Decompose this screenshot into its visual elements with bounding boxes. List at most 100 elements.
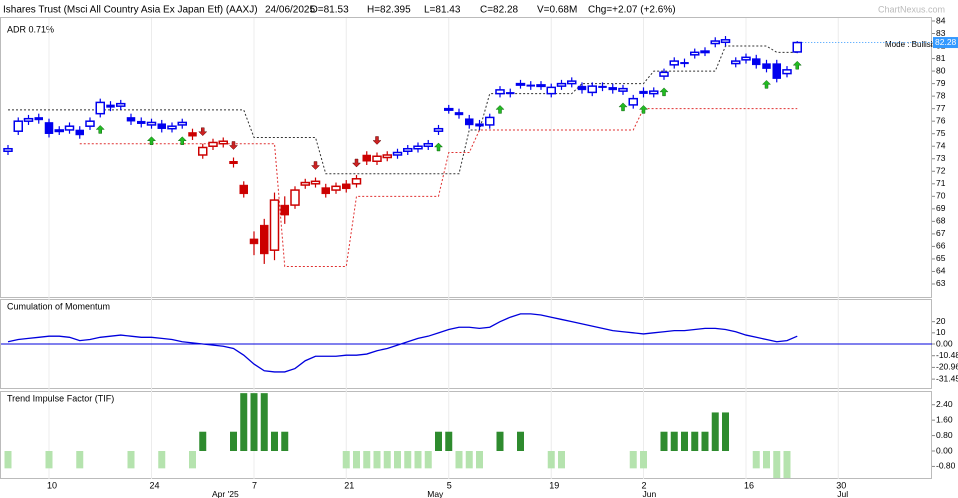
tif-bar <box>783 451 791 478</box>
candle-body <box>321 187 330 195</box>
tif-bar <box>424 451 432 469</box>
tif-bar <box>76 451 84 469</box>
candle-body <box>649 90 659 95</box>
x-month-label: Jul <box>837 489 848 498</box>
tif-bar <box>763 451 770 469</box>
y-tick-label: 64 <box>936 266 946 276</box>
candle-body <box>249 238 259 245</box>
candle-body <box>75 129 84 136</box>
x-month-label: Apr '25 <box>212 489 239 498</box>
tif-bar <box>260 393 268 452</box>
tif-bar <box>691 431 699 452</box>
last-price-label: 82.28 <box>935 37 957 47</box>
candle-body <box>608 87 617 91</box>
tif-bar <box>629 451 637 469</box>
tif-bar <box>230 431 237 452</box>
candle-body <box>465 118 474 126</box>
candle-body <box>34 117 43 121</box>
candle-body <box>720 39 731 44</box>
indicator-label: ADR 0.71% <box>7 24 54 34</box>
x-tick-label: 16 <box>744 480 754 490</box>
tif-bar <box>353 451 360 469</box>
y-tick-label: -10.48 <box>936 350 958 360</box>
candle-body <box>475 123 484 127</box>
x-tick-label: 7 <box>252 480 257 490</box>
y-tick-label: -0.80 <box>936 461 956 471</box>
y-tick-label: 73 <box>936 153 946 163</box>
down-arrow <box>198 127 208 137</box>
candle-body <box>362 154 371 162</box>
candle-body <box>177 121 187 126</box>
tif-bar <box>342 451 350 469</box>
candle-body <box>741 56 751 61</box>
panel-title: Trend Impulse Factor (TIF) <box>7 393 114 403</box>
y-tick-label: 67 <box>936 228 946 238</box>
tif-bar <box>363 451 371 469</box>
y-tick-label: 10 <box>936 327 946 337</box>
candle-body <box>618 87 628 92</box>
y-tick-label: 0.80 <box>936 430 953 440</box>
candle-body <box>403 147 413 152</box>
candle-body <box>454 112 464 116</box>
x-tick-label: 2 <box>642 480 647 490</box>
tif-bar <box>670 431 678 452</box>
y-tick-label: 2.40 <box>936 399 953 409</box>
y-tick-label: 76 <box>936 115 946 125</box>
tif-bar <box>681 431 688 452</box>
candle-body <box>433 127 444 132</box>
down-arrow <box>228 141 239 150</box>
candle-body <box>3 147 13 152</box>
y-tick-label: 68 <box>936 216 946 226</box>
down-arrow <box>310 161 321 170</box>
x-month-label: May <box>427 489 444 498</box>
up-arrow <box>146 136 157 145</box>
tif-bar <box>445 431 453 452</box>
candle-body <box>157 123 166 129</box>
candle-body <box>280 204 289 216</box>
candle-body <box>382 154 392 159</box>
candle-body <box>310 180 321 185</box>
up-arrow <box>95 125 105 134</box>
candle-body <box>762 63 771 69</box>
candle-body <box>23 117 34 122</box>
candle-body <box>792 41 802 53</box>
candle-body <box>659 71 669 77</box>
chart-title: Ishares Trust (Msci All Country Asia Ex … <box>3 5 258 16</box>
x-tick-label: 5 <box>447 480 452 490</box>
candle-body <box>567 80 577 85</box>
candle-body <box>598 85 607 88</box>
candle-body <box>342 183 351 190</box>
price-panel <box>0 17 932 298</box>
tif-bar <box>496 431 504 452</box>
candle-body <box>536 84 546 88</box>
up-arrow <box>792 60 802 70</box>
candle-body <box>54 129 64 133</box>
candle-body <box>700 50 710 54</box>
y-tick-label: 79 <box>936 78 946 88</box>
y-tick-label: 66 <box>936 241 946 251</box>
candle-body <box>300 181 310 186</box>
panel-title: Cumulation of Momentum <box>7 301 110 311</box>
candle-body <box>710 40 720 45</box>
candle-body <box>680 62 689 65</box>
tif-bar <box>127 451 135 469</box>
candle-body <box>413 145 423 150</box>
x-tick-label: 10 <box>47 480 57 490</box>
candle-body <box>782 69 792 75</box>
candle-body <box>690 51 700 56</box>
tif-bar <box>271 431 278 452</box>
tif-bar <box>547 451 555 469</box>
mode-label: Mode : Bullish <box>885 40 935 49</box>
candle-body <box>731 60 741 65</box>
tif-bar <box>45 451 53 469</box>
y-tick-label: 63 <box>936 278 946 288</box>
y-tick-label: -31.45 <box>936 373 958 383</box>
x-tick-label: 19 <box>549 480 559 490</box>
y-tick-label: 0.00 <box>936 338 953 348</box>
candle-body <box>546 86 556 95</box>
info-open: O=81.53 <box>310 5 349 16</box>
watermark: ChartNexus.com <box>878 4 945 14</box>
info-close: C=82.28 <box>480 5 519 16</box>
candle-body <box>752 58 761 66</box>
